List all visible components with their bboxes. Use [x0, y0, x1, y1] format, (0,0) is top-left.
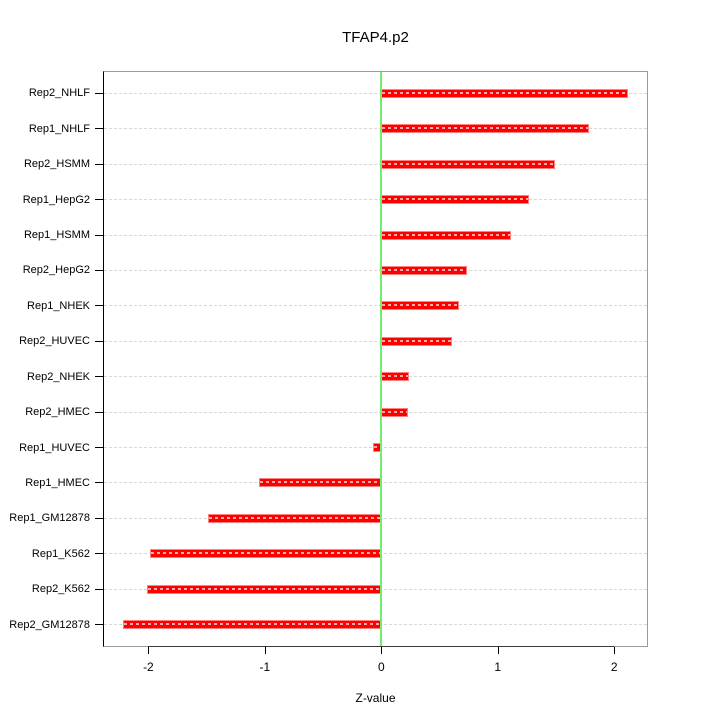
- zero-reference-line: [380, 72, 383, 646]
- y-axis-tick: [95, 128, 103, 130]
- bar-Rep2_NHEK: [381, 372, 410, 382]
- x-axis-tick-label: -2: [143, 660, 154, 674]
- grid-line: [104, 234, 647, 236]
- y-axis-tick: [95, 92, 103, 94]
- bar-dash-stripe: [374, 446, 381, 449]
- bar-dash-stripe: [382, 410, 408, 413]
- bar-dash-stripe: [382, 375, 409, 378]
- y-axis-label: Rep2_NHLF: [28, 87, 90, 100]
- bar-dash-stripe: [150, 552, 381, 555]
- bar-Rep2_NHLF: [381, 88, 629, 98]
- y-axis-label: Rep2_HSMM: [23, 158, 90, 171]
- y-axis-tick: [95, 163, 103, 165]
- y-axis-label: Rep2_HUVEC: [19, 335, 90, 348]
- y-axis-label: Rep1_K562: [31, 547, 90, 560]
- bar-dash-stripe: [382, 198, 529, 201]
- bar-dash-stripe: [382, 304, 459, 307]
- grid-line: [104, 376, 647, 378]
- grid-line: [104, 92, 647, 94]
- x-axis-line: [148, 646, 615, 647]
- bar-Rep1_NHEK: [381, 301, 460, 311]
- y-axis-label: Rep2_HMEC: [25, 406, 90, 419]
- y-axis-tick: [95, 340, 103, 342]
- x-axis-tick-label: 1: [494, 660, 502, 674]
- y-axis-label: Rep2_HepG2: [22, 264, 90, 277]
- bar-dash-stripe: [382, 91, 628, 94]
- bar-dash-stripe: [382, 268, 467, 271]
- bar-dash-stripe: [382, 127, 588, 130]
- y-axis-label: Rep2_K562: [31, 583, 90, 596]
- bar-Rep1_GM12878: [207, 513, 382, 523]
- bar-Rep2_HepG2: [381, 265, 468, 275]
- y-axis-tick: [95, 588, 103, 590]
- y-axis-label: Rep1_HUVEC: [19, 441, 90, 454]
- y-axis-label: Rep1_HMEC: [25, 476, 90, 489]
- bar-dash-stripe: [382, 162, 554, 165]
- y-axis-tick: [95, 199, 103, 201]
- bar-dash-stripe: [123, 623, 381, 626]
- bar-Rep1_HepG2: [381, 195, 530, 205]
- y-axis-tick: [95, 305, 103, 307]
- grid-line: [104, 163, 647, 165]
- y-axis-tick: [95, 411, 103, 413]
- y-axis-label: Rep1_NHLF: [28, 122, 90, 135]
- x-axis-tick: [148, 647, 150, 654]
- y-axis-tick: [95, 269, 103, 271]
- chart-title: TFAP4.p2: [342, 29, 409, 46]
- bar-Rep1_HMEC: [259, 478, 382, 488]
- x-axis-tick: [381, 647, 383, 654]
- bar-dash-stripe: [382, 233, 510, 236]
- grid-line: [104, 340, 647, 342]
- grid-line: [104, 199, 647, 201]
- y-axis-tick: [95, 234, 103, 236]
- grid-line: [104, 411, 647, 413]
- grid-line: [104, 269, 647, 271]
- y-axis-label: Rep1_NHEK: [27, 299, 90, 312]
- y-axis-tick: [95, 376, 103, 378]
- bar-Rep2_HMEC: [381, 407, 409, 417]
- y-axis-tick: [95, 447, 103, 449]
- plot-area: [103, 71, 648, 647]
- y-axis-label: Rep1_HepG2: [22, 193, 90, 206]
- bar-dash-stripe: [148, 587, 381, 590]
- y-axis-label: Rep2_NHEK: [27, 370, 90, 383]
- bar-dash-stripe: [382, 339, 452, 342]
- bar-Rep2_HSMM: [381, 159, 555, 169]
- grid-line: [104, 305, 647, 307]
- bar-dash-stripe: [208, 516, 381, 519]
- bar-Rep2_GM12878: [122, 620, 382, 630]
- x-axis-tick-label: 0: [377, 660, 385, 674]
- y-axis-tick: [95, 624, 103, 626]
- bar-Rep2_HUVEC: [381, 336, 453, 346]
- bar-Rep1_K562: [149, 549, 382, 559]
- y-axis-label: Rep1_HSMM: [23, 229, 90, 241]
- x-axis-title: Z-value: [355, 691, 396, 705]
- x-axis-tick: [264, 647, 266, 654]
- x-axis-tick-label: -1: [259, 660, 271, 674]
- bar-Rep1_HSMM: [381, 230, 511, 240]
- grid-line: [104, 128, 647, 130]
- y-axis-label: Rep2_GM12878: [9, 618, 90, 631]
- x-axis-tick: [497, 647, 499, 654]
- x-axis-tick-label: 2: [610, 660, 618, 674]
- y-axis-tick: [95, 517, 103, 519]
- bar-Rep2_K562: [147, 584, 382, 594]
- y-axis-label: Rep1_GM12878: [9, 512, 90, 525]
- y-axis-tick: [95, 482, 103, 484]
- bar-dash-stripe: [260, 481, 381, 484]
- bar-Rep1_NHLF: [381, 124, 589, 134]
- x-axis-tick: [614, 647, 616, 654]
- y-axis-tick: [95, 553, 103, 555]
